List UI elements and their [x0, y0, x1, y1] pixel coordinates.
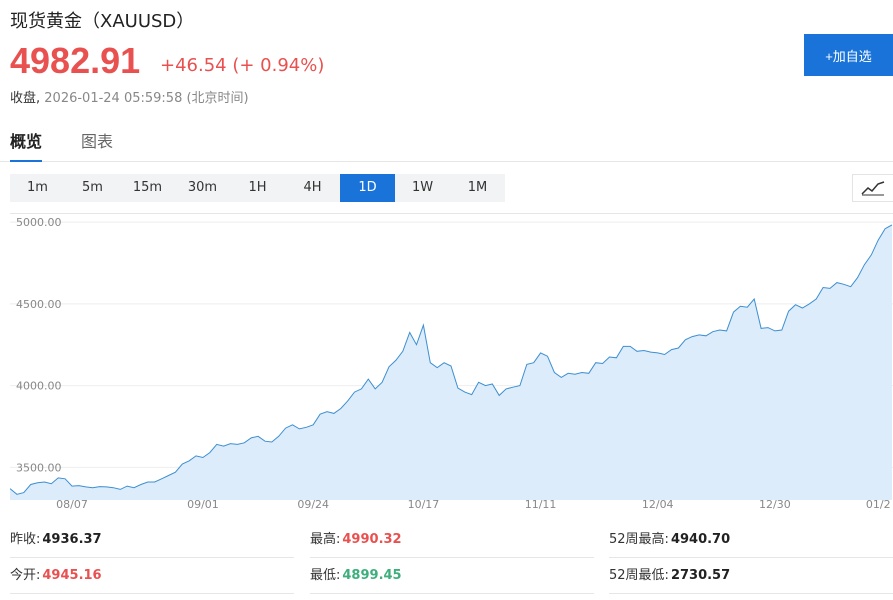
tab-bar: 概览 图表 [0, 128, 893, 162]
stat-52w-low: 52周最低: 2730.57 [609, 558, 893, 594]
period-1m[interactable]: 1m [27, 180, 48, 195]
y-tick-label: 5000.00 [16, 216, 62, 229]
stat-label: 今开: [10, 568, 41, 583]
y-tick-label: 4000.00 [16, 380, 62, 393]
stat-value: 2730.57 [670, 568, 731, 583]
period-1h[interactable]: 1H [248, 180, 267, 195]
line-chart-icon [861, 181, 885, 196]
price-chart[interactable]: 5000.00 4500.00 4000.00 3500.00 08/07 09/01 09… [10, 213, 893, 517]
page-title: 现货黄金（XAUUSD） [10, 11, 195, 32]
period-30m[interactable]: 30m [187, 180, 218, 195]
stat-open: 今开: 4945.16 [10, 558, 294, 594]
stats-row-2: 今开: 4945.16 最低: 4899.45 52周最低: 2730.57 [0, 558, 893, 594]
period-4h[interactable]: 4H [303, 180, 322, 195]
stat-52w-high: 52周最高: 4940.70 [609, 522, 893, 558]
period-selector: 1m 5m 15m 30m 1H 4H 1D 1W 1M [10, 174, 505, 202]
status-time: 2026-01-24 05:59:58 (北京时间) [44, 91, 249, 106]
stats-row-1: 昨收: 4936.37 最高: 4990.32 52周最高: 4940.70 [0, 522, 893, 558]
period-1d[interactable]: 1D [340, 174, 395, 202]
add-watchlist-button[interactable]: +加自选 [804, 34, 893, 76]
stat-prev-close: 昨收: 4936.37 [10, 522, 294, 558]
price-area [10, 224, 892, 500]
x-tick-label: 01/2 [866, 498, 891, 511]
x-tick-label: 08/07 [56, 498, 88, 511]
stat-value: 4899.45 [342, 568, 402, 583]
stat-value: 4940.70 [670, 532, 731, 547]
current-price: 4982.91 [10, 40, 141, 81]
price-change: +46.54 (+ 0.94%) [160, 55, 325, 76]
stat-value: 4936.37 [42, 532, 102, 547]
tab-chart[interactable]: 图表 [81, 132, 114, 151]
x-tick-label: 09/01 [187, 498, 219, 511]
y-tick-label: 4500.00 [16, 298, 62, 311]
x-tick-label: 12/30 [759, 498, 791, 511]
stat-low: 最低: 4899.45 [310, 558, 594, 594]
tab-overview[interactable]: 概览 [10, 128, 43, 162]
x-tick-label: 12/04 [642, 498, 674, 511]
x-tick-label: 09/24 [297, 498, 329, 511]
period-1w[interactable]: 1W [411, 180, 434, 195]
price-chart-svg: 5000.00 4500.00 4000.00 3500.00 08/07 09/01 09… [10, 216, 893, 511]
period-5m[interactable]: 5m [82, 180, 103, 195]
stat-label: 52周最高: [609, 532, 669, 547]
status-label: 收盘, [10, 91, 41, 106]
period-1mo[interactable]: 1M [467, 180, 488, 195]
stat-value: 4945.16 [42, 568, 102, 583]
stat-label: 52周最低: [609, 568, 669, 583]
stat-high: 最高: 4990.32 [310, 522, 594, 558]
stat-label: 最高: [310, 532, 341, 547]
price-line [10, 224, 893, 495]
chart-type-button[interactable] [852, 174, 893, 202]
stat-value: 4990.32 [342, 532, 402, 547]
x-tick-label: 10/17 [408, 498, 440, 511]
y-tick-label: 3500.00 [16, 461, 62, 474]
stat-label: 昨收: [10, 532, 41, 547]
period-15m[interactable]: 15m [132, 180, 163, 195]
stat-label: 最低: [310, 568, 341, 583]
market-status: 收盘, 2026-01-24 05:59:58 (北京时间) [10, 87, 249, 106]
x-tick-label: 11/11 [525, 498, 557, 511]
